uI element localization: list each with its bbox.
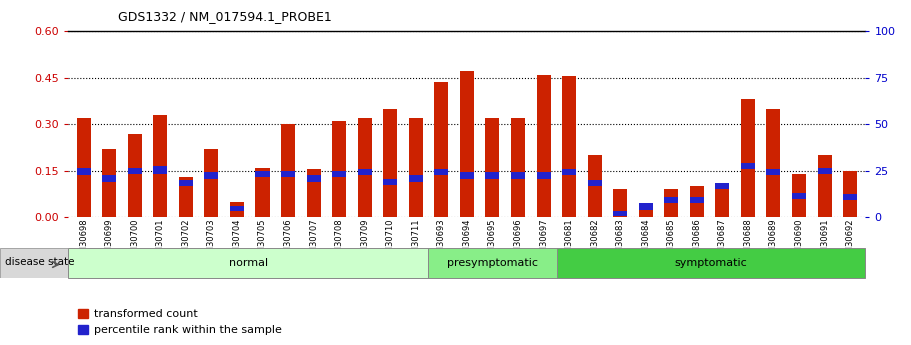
Bar: [613, 189, 627, 217]
Bar: [562, 76, 576, 217]
Bar: [384, 179, 397, 185]
Bar: [128, 134, 142, 217]
Bar: [588, 180, 601, 186]
Bar: [843, 194, 857, 200]
Bar: [639, 205, 653, 217]
Bar: [511, 172, 525, 179]
Bar: [358, 169, 372, 175]
Bar: [588, 155, 601, 217]
Bar: [68, 248, 428, 278]
Bar: [792, 174, 806, 217]
Bar: [715, 186, 730, 217]
Bar: [333, 171, 346, 177]
Bar: [281, 124, 295, 217]
Bar: [741, 99, 755, 217]
Bar: [409, 175, 423, 181]
Text: presymptomatic: presymptomatic: [447, 258, 538, 268]
Bar: [153, 115, 168, 217]
Bar: [664, 197, 679, 203]
Bar: [766, 169, 781, 175]
Text: GDS1332 / NM_017594.1_PROBE1: GDS1332 / NM_017594.1_PROBE1: [118, 10, 333, 23]
Bar: [460, 71, 474, 217]
Bar: [817, 168, 832, 174]
Bar: [307, 169, 321, 217]
Bar: [128, 168, 142, 174]
Bar: [537, 75, 550, 217]
Text: symptomatic: symptomatic: [675, 258, 748, 268]
Bar: [179, 177, 193, 217]
Bar: [664, 189, 679, 217]
Bar: [77, 168, 91, 175]
Bar: [843, 171, 857, 217]
Bar: [307, 175, 321, 181]
Bar: [690, 197, 704, 203]
Bar: [486, 118, 499, 217]
Bar: [333, 121, 346, 217]
Bar: [511, 118, 525, 217]
Bar: [766, 109, 781, 217]
Bar: [435, 169, 448, 175]
Text: normal: normal: [229, 258, 268, 268]
Bar: [537, 172, 550, 179]
Bar: [817, 155, 832, 217]
Bar: [230, 206, 244, 211]
Bar: [639, 203, 653, 209]
Bar: [153, 166, 168, 174]
Bar: [255, 171, 270, 177]
Bar: [428, 248, 557, 278]
Bar: [715, 183, 730, 189]
Bar: [690, 186, 704, 217]
Bar: [204, 149, 219, 217]
Bar: [102, 149, 117, 217]
Bar: [281, 171, 295, 177]
Bar: [460, 172, 474, 179]
Bar: [557, 248, 865, 278]
Bar: [741, 163, 755, 169]
Bar: [358, 118, 372, 217]
Bar: [384, 109, 397, 217]
Bar: [77, 118, 91, 217]
Bar: [230, 202, 244, 217]
Bar: [102, 175, 117, 181]
Text: disease state: disease state: [5, 257, 75, 267]
Bar: [792, 193, 806, 199]
Bar: [179, 180, 193, 186]
Bar: [409, 118, 423, 217]
Bar: [486, 172, 499, 179]
Bar: [613, 211, 627, 216]
Bar: [562, 169, 576, 175]
Legend: transformed count, percentile rank within the sample: transformed count, percentile rank withi…: [74, 304, 286, 339]
Bar: [255, 168, 270, 217]
Bar: [204, 172, 219, 179]
Bar: [435, 82, 448, 217]
